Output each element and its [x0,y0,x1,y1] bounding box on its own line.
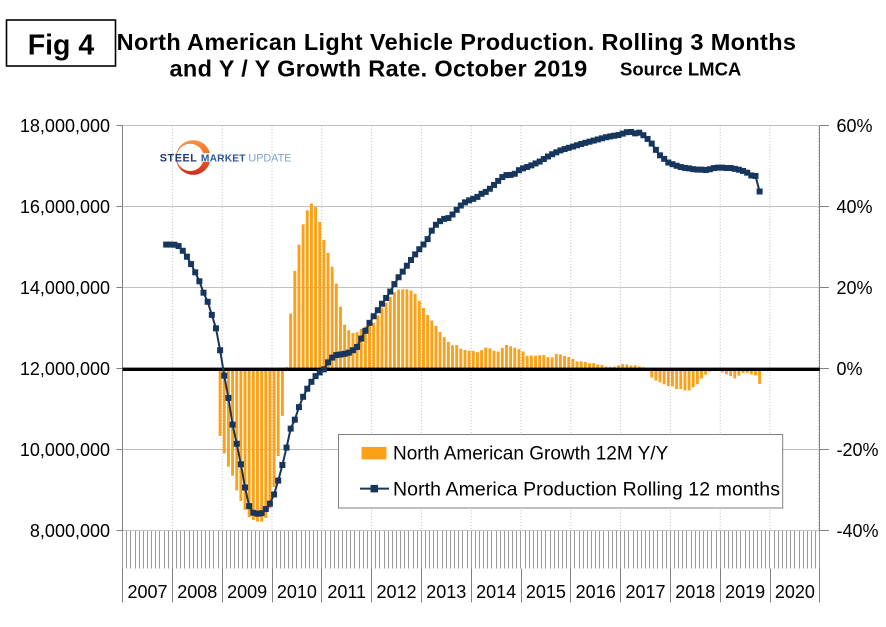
svg-text:2011: 2011 [327,582,366,602]
svg-text:2009: 2009 [227,582,267,602]
svg-text:2007: 2007 [127,582,167,602]
svg-text:2019: 2019 [725,582,765,602]
svg-text:2012: 2012 [376,582,416,602]
svg-text:40%: 40% [837,197,873,217]
svg-text:2010: 2010 [277,582,317,602]
svg-text:MARKET: MARKET [201,153,246,164]
svg-text:2020: 2020 [775,582,815,602]
svg-text:Source LMCA: Source LMCA [620,59,741,80]
svg-text:2013: 2013 [426,582,466,602]
svg-text:14,000,000: 14,000,000 [20,278,110,298]
svg-text:18,000,000: 18,000,000 [20,116,110,136]
svg-text:2017: 2017 [625,582,665,602]
svg-text:2018: 2018 [675,582,715,602]
svg-text:60%: 60% [837,116,873,136]
svg-text:Fig 4: Fig 4 [28,30,95,62]
svg-text:North America Production Rolli: North America Production Rolling 12 mont… [393,479,780,501]
svg-text:STEEL: STEEL [160,152,198,164]
svg-text:0%: 0% [837,359,863,379]
svg-text:16,000,000: 16,000,000 [20,197,110,217]
svg-text:and Y / Y Growth Rate. October: and Y / Y Growth Rate. October 2019 [170,56,588,82]
svg-text:2008: 2008 [177,582,217,602]
svg-text:2016: 2016 [576,582,616,602]
svg-text:2014: 2014 [476,582,516,602]
svg-text:10,000,000: 10,000,000 [20,440,110,460]
svg-text:UPDATE: UPDATE [248,152,291,164]
svg-text:8,000,000: 8,000,000 [30,521,110,541]
svg-text:12,000,000: 12,000,000 [20,359,110,379]
svg-text:-40%: -40% [837,521,879,541]
svg-text:2015: 2015 [526,582,566,602]
svg-text:-20%: -20% [837,440,879,460]
svg-text:20%: 20% [837,278,873,298]
svg-text:North American Growth 12M Y/Y: North American Growth 12M Y/Y [393,443,669,464]
svg-text:North American Light Vehicle P: North American Light Vehicle Production.… [117,29,797,55]
